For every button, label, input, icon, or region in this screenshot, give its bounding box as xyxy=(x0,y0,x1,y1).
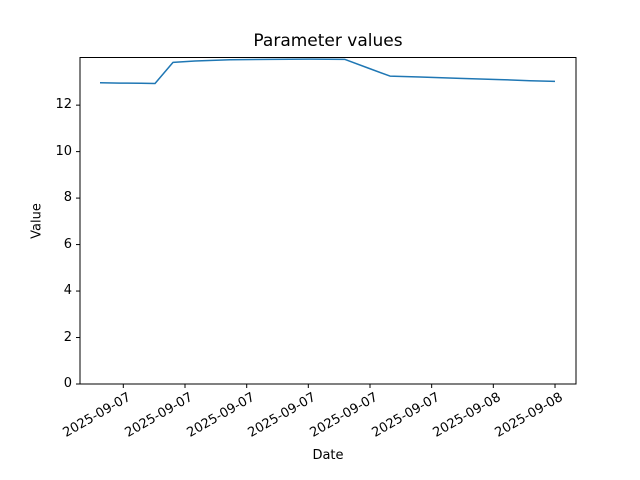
y-tick-label: 4 xyxy=(63,283,72,299)
data-line xyxy=(99,58,556,85)
y-tick-label: 12 xyxy=(55,97,72,113)
y-tick-label: 8 xyxy=(63,190,72,206)
x-axis-label: Date xyxy=(312,448,344,463)
y-tick-label: 0 xyxy=(63,376,72,391)
y-tick-label: 6 xyxy=(63,236,72,252)
y-axis-label: Value xyxy=(29,203,45,239)
plot-border xyxy=(79,57,577,385)
y-tick-label: 10 xyxy=(55,143,72,159)
y-tick-label: 2 xyxy=(63,329,72,345)
chart-title: Parameter values xyxy=(253,31,403,51)
